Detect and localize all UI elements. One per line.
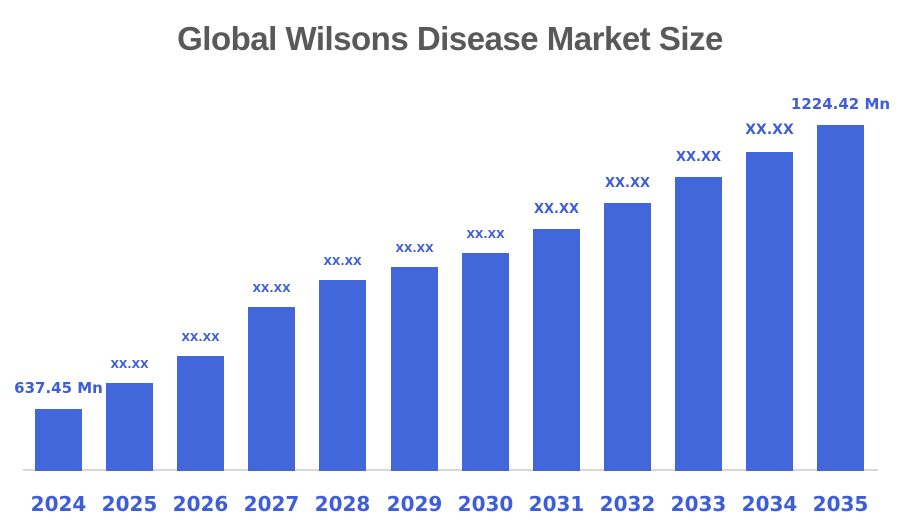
bar-value-label: XX.XX <box>181 331 220 344</box>
chart-title: Global Wilsons Disease Market Size <box>177 20 723 57</box>
bar-2033 <box>675 177 722 471</box>
bar-value-label: XX.XX <box>533 202 580 217</box>
bar-value-label: XX.XX <box>323 255 362 268</box>
bar-group-2035: 1224.42 Mn 2035 <box>791 0 890 525</box>
x-axis-label-2031: 2031 <box>528 492 585 516</box>
bar-value-label: 1224.42 Mn <box>790 95 891 113</box>
bar-value-label: XX.XX <box>466 228 505 241</box>
x-axis-label-2028: 2028 <box>314 492 371 516</box>
bar-2024 <box>35 409 82 471</box>
bar-2025 <box>106 383 153 471</box>
bar-group-2031: XX.XX 2031 <box>529 0 585 525</box>
bar-value-label: XX.XX <box>604 176 651 191</box>
bar-group-2025: XX.XX 2025 <box>102 0 158 525</box>
x-axis-label-2035: 2035 <box>812 492 869 516</box>
x-axis-label-2024: 2024 <box>30 492 87 516</box>
bar-value-label: XX.XX <box>675 150 722 165</box>
x-axis-label-2025: 2025 <box>101 492 158 516</box>
bar-group-2024: 637.45 Mn 2024 <box>14 0 103 525</box>
bar-value-label: XX.XX <box>395 242 434 255</box>
bar-value-label: XX.XX <box>252 282 291 295</box>
bar-2035 <box>817 125 864 471</box>
x-axis-label-2026: 2026 <box>172 492 229 516</box>
bar-2026 <box>177 356 224 471</box>
bar-2028 <box>319 280 366 471</box>
bar-group-2028: XX.XX 2028 <box>315 0 371 525</box>
bar-2029 <box>391 267 438 471</box>
bar-2031 <box>533 229 580 471</box>
x-axis-label-2034: 2034 <box>741 492 798 516</box>
bar-value-label: 637.45 Mn <box>14 379 103 397</box>
bar-2034 <box>746 152 793 471</box>
bar-value-label: XX.XX <box>110 358 149 371</box>
bar-group-2030: XX.XX 2030 <box>458 0 514 525</box>
bar-group-2032: XX.XX 2032 <box>600 0 656 525</box>
x-axis-label-2030: 2030 <box>457 492 514 516</box>
x-axis-label-2027: 2027 <box>243 492 300 516</box>
bar-group-2034: XX.XX 2034 <box>742 0 798 525</box>
bar-2032 <box>604 203 651 471</box>
bar-2027 <box>248 307 295 471</box>
bar-group-2027: XX.XX 2027 <box>244 0 300 525</box>
x-axis-baseline <box>23 469 878 471</box>
bar-value-label: XX.XX <box>745 122 794 138</box>
bar-group-2026: XX.XX 2026 <box>173 0 229 525</box>
x-axis-label-2029: 2029 <box>386 492 443 516</box>
bar-2030 <box>462 253 509 471</box>
x-axis-label-2033: 2033 <box>670 492 727 516</box>
bar-group-2033: XX.XX 2033 <box>671 0 727 525</box>
x-axis-label-2032: 2032 <box>599 492 656 516</box>
bar-group-2029: XX.XX 2029 <box>387 0 443 525</box>
